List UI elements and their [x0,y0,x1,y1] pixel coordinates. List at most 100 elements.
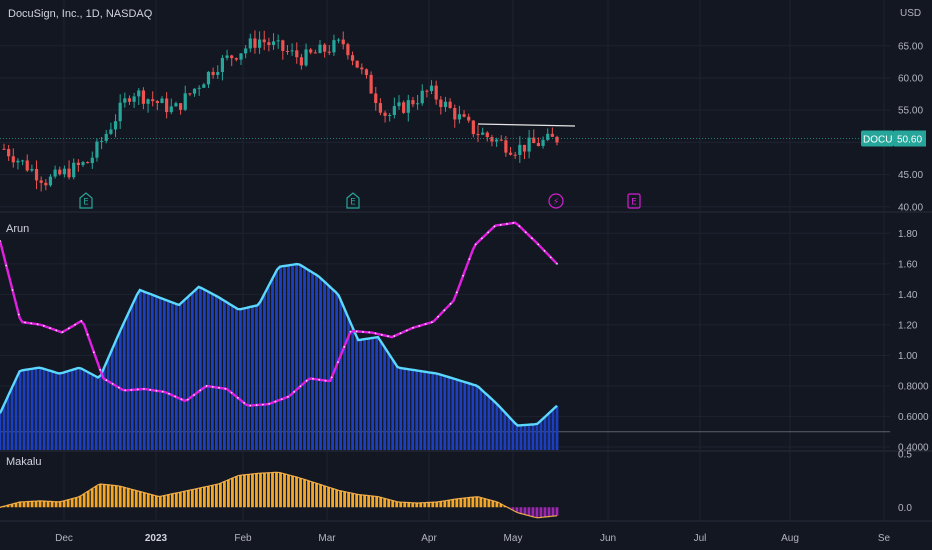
arun-histogram [0,264,559,450]
earnings-marker[interactable]: E [346,192,360,209]
candle-body [341,39,345,45]
candle [476,125,480,142]
earnings-marker[interactable]: E [79,192,93,209]
arun-bar [22,370,26,450]
arun-bar [459,380,463,450]
arun-dot [405,329,408,332]
candle [550,127,554,137]
candle-body [555,136,559,143]
price-tick-label: 60.00 [898,73,923,84]
makalu-bar [535,507,539,518]
makalu-bar [355,494,359,508]
arun-bar [519,425,523,450]
arun-dot [193,394,195,396]
candle [44,179,48,191]
makalu-bar [475,496,479,508]
candle-body [2,148,6,150]
arun-dot [455,291,458,294]
arun-dot [161,390,164,393]
candle [462,110,466,118]
candle-body [504,140,508,153]
candle-body [374,93,378,104]
candle [99,136,104,150]
arun-bar [543,416,547,450]
candle-body [123,98,127,103]
arun-bar [475,385,479,450]
x-tick-label: Mar [318,533,336,544]
candle [471,120,475,138]
candle [448,98,452,109]
makalu-tick-label: 0.0 [898,503,912,514]
x-tick-label: Dec [55,533,73,544]
earnings-marker[interactable]: E [627,193,641,209]
arun-dot [512,222,515,224]
arun-dot [268,402,271,405]
arun-tick-label: 1.00 [898,351,918,362]
candle-body [425,90,429,92]
arun-bar [30,368,34,450]
arun-bar [447,377,451,450]
makalu-bar [323,485,326,508]
arun-bar [547,413,551,450]
candle-body [318,44,322,54]
makalu-bar [491,500,495,508]
arun-tick-label: 0.6000 [898,412,929,423]
makalu-bar [150,494,154,508]
arun-bar [263,293,266,450]
arun-tick-label: 0.8000 [898,381,929,392]
candle [155,99,159,111]
arun-bar [335,292,339,450]
arun-bar [411,369,415,450]
makalu-bar [223,481,226,508]
candle-body [197,87,201,89]
candle-body [290,50,294,52]
makalu-bar [527,507,531,516]
event-markers[interactable]: E E ⚡ E [79,192,641,209]
arun-bar [14,378,18,450]
x-tick-label: Aug [781,533,799,544]
makalu-bar [166,494,170,508]
makalu-bar [194,488,198,508]
candle [415,94,420,110]
candle-body [248,38,252,49]
arun-bar [383,347,387,450]
makalu-bar [90,488,94,508]
makalu-bar [459,498,463,508]
makalu-bar [347,492,351,508]
arun-bar [331,289,334,450]
candle-body [211,71,215,75]
price-tick-label: 40.00 [898,202,923,213]
arun-dot [205,385,208,387]
makalu-bar [247,474,250,508]
makalu-bar [239,475,242,508]
lightning-icon[interactable]: ⚡ [548,193,564,209]
candle [211,67,215,79]
arun-bar [315,274,318,450]
horizontal-level-line[interactable] [477,123,576,127]
candle-body [137,90,141,97]
arun-bar [150,294,154,450]
arun-bar [122,322,126,450]
makalu-bar [30,501,34,508]
last-price-label: 50.60 [897,135,922,146]
arun-dot [531,237,533,240]
arun-bar [291,264,294,450]
arun-dot [105,379,108,382]
makalu-bar [335,489,339,508]
makalu-bar [511,507,515,511]
arun-dot [487,231,490,234]
candle [397,95,401,110]
arun-bar [499,408,503,450]
arun-dot [199,389,202,392]
makalu-bar [62,500,66,508]
candle-body [453,107,457,120]
makalu-bar [182,491,186,508]
candle-body [471,120,475,135]
candle-body [253,38,257,48]
candle [369,71,373,94]
makalu-bar [58,501,62,508]
makalu-bar [367,495,371,508]
arun-dot [230,391,233,394]
makalu-bar [375,496,379,508]
